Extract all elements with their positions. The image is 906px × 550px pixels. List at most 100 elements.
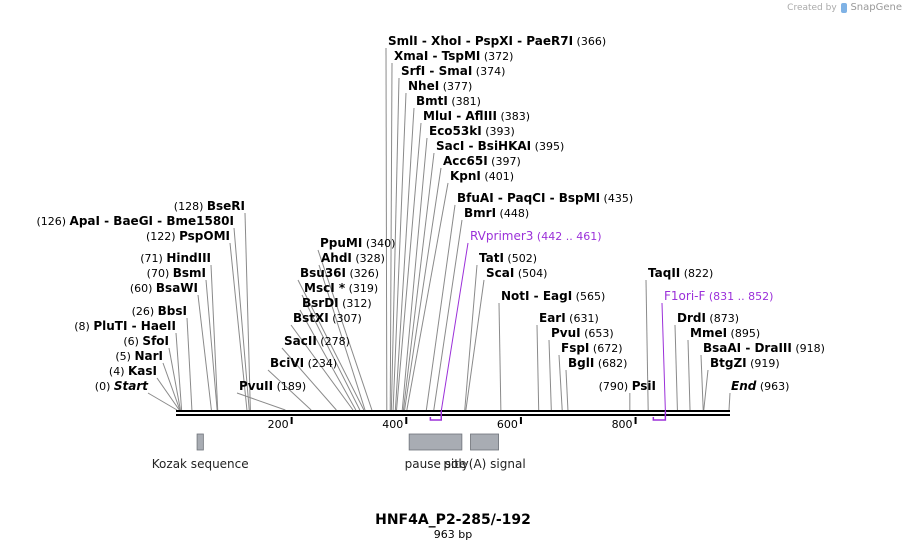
site-position: (504) <box>514 267 547 280</box>
axis-tick-label-600: 600 <box>497 418 518 431</box>
site-position: (435) <box>600 192 633 205</box>
site-name: XmaI - TspMI <box>394 49 480 63</box>
site-position: (383) <box>497 110 530 123</box>
feature-box-kozak-sequence[interactable] <box>196 433 204 451</box>
site-position: (393) <box>482 125 515 138</box>
site-position: (340) <box>362 237 395 250</box>
site-label-pvuii[interactable]: PvuII (189) <box>239 379 306 393</box>
site-label-bsaai-draiii[interactable]: BsaAI - DraIII (918) <box>703 341 825 355</box>
site-connector-end <box>728 392 731 411</box>
site-label-bseri[interactable]: (128) BseRI <box>174 199 245 213</box>
site-label-end[interactable]: End (963) <box>731 379 789 393</box>
site-name: NheI <box>408 79 439 93</box>
site-label-bbsi[interactable]: (26) BbsI <box>132 304 187 318</box>
site-label-acc65i[interactable]: Acc65I (397) <box>443 154 521 168</box>
site-position: (326) <box>346 267 379 280</box>
site-label-scai[interactable]: ScaI (504) <box>486 266 547 280</box>
site-name: BsaAI - DraIII <box>703 341 792 355</box>
axis-tick-label-800: 800 <box>612 418 633 431</box>
site-label-ahdi[interactable]: AhdI (328) <box>321 251 385 265</box>
axis-tick-label-200: 200 <box>268 418 289 431</box>
site-name: BsrDI <box>302 296 339 310</box>
primer-connector-rvprimer3 <box>440 242 469 412</box>
site-label-bfuai-paqci-bspmi[interactable]: BfuAI - PaqCI - BspMI (435) <box>457 191 633 205</box>
site-label-noti-eagi[interactable]: NotI - EagI (565) <box>501 289 605 303</box>
site-position: (502) <box>504 252 537 265</box>
site-label-saci-bsihkai[interactable]: SacI - BsiHKAI (395) <box>436 139 564 153</box>
primer-mark-rvprimer3[interactable] <box>429 411 442 421</box>
site-label-sfoi[interactable]: (6) SfoI <box>123 334 169 348</box>
site-position: (307) <box>329 312 362 325</box>
site-connector-bmti <box>394 107 415 411</box>
site-label-tati[interactable]: TatI (502) <box>479 251 537 265</box>
site-connector-bbsi <box>186 317 193 411</box>
site-position: (873) <box>706 312 739 325</box>
site-position: (122) <box>146 230 179 243</box>
site-label-apai-baegi-bme1580i[interactable]: (126) ApaI - BaeGI - Bme1580I <box>36 214 234 228</box>
primers: RVprimer3 (442 .. 461) F1ori-F (831 .. 85… <box>429 229 773 421</box>
site-connector-sacii <box>281 347 337 411</box>
site-connector-nhei <box>392 92 407 411</box>
site-label-bcivi[interactable]: BciVI (234) <box>270 356 337 370</box>
site-label-kpni[interactable]: KpnI (401) <box>450 169 514 183</box>
site-label-bstxi[interactable]: BstXI (307) <box>293 311 362 325</box>
site-label-bsawi[interactable]: (60) BsaWI <box>130 281 198 295</box>
site-label-bsmi[interactable]: (70) BsmI <box>147 266 206 280</box>
site-position: (397) <box>488 155 521 168</box>
primer-mark-f1ori-f[interactable] <box>652 411 667 421</box>
site-position: (366) <box>573 35 606 48</box>
site-label-bmti[interactable]: BmtI (381) <box>416 94 481 108</box>
site-label-xmai-tspmi[interactable]: XmaI - TspMI (372) <box>394 49 513 63</box>
site-name: BmtI <box>416 94 448 108</box>
site-label-eco53ki[interactable]: Eco53kI (393) <box>429 124 515 138</box>
site-name: BseRI <box>207 199 245 213</box>
site-label-pluti-haeii[interactable]: (8) PluTI - HaeII <box>74 319 176 333</box>
site-connector-bsu36i <box>297 279 365 411</box>
site-label-hindiii[interactable]: (71) HindIII <box>140 251 211 265</box>
feature-box-pause-site[interactable] <box>408 433 463 451</box>
site-label-psii[interactable]: (790) PsiI <box>599 379 656 393</box>
site-position: (631) <box>566 312 599 325</box>
site-name: ApaI - BaeGI - Bme1580I <box>70 214 234 228</box>
site-label-btgzi[interactable]: BtgZI (919) <box>710 356 780 370</box>
site-label-srfi-smai[interactable]: SrfI - SmaI (374) <box>401 64 505 78</box>
site-connector-bsrdi <box>299 309 357 411</box>
site-label-mmei[interactable]: MmeI (895) <box>690 326 760 340</box>
site-label-bmri[interactable]: BmrI (448) <box>464 206 529 220</box>
site-label-mlui-afliii[interactable]: MluI - AflIII (383) <box>423 109 530 123</box>
site-connector-msci <box>301 294 361 411</box>
site-position: (278) <box>317 335 350 348</box>
primer-label-f1ori-f[interactable]: F1ori-F (831 .. 852) <box>664 289 773 303</box>
feature-box-poly-a-signal[interactable] <box>470 433 499 451</box>
site-connector-bfuai-paqci-bspmi <box>425 204 456 411</box>
primer-label-rvprimer3[interactable]: RVprimer3 (442 .. 461) <box>470 229 601 243</box>
site-label-bsu36i[interactable]: Bsu36I (326) <box>300 266 379 280</box>
site-name: BsmI <box>173 266 206 280</box>
site-label-bgli[interactable]: BglI (682) <box>568 356 627 370</box>
site-label-ppumi[interactable]: PpuMI (340) <box>320 236 395 250</box>
connector-lines <box>147 47 731 411</box>
site-label-start[interactable]: (0) Start <box>95 379 149 393</box>
site-label-pspomi[interactable]: (122) PspOMI <box>146 229 230 243</box>
site-label-smli-xhoi-pspxi-paer7i[interactable]: SmlI - XhoI - PspXI - PaeR7I (366) <box>388 34 606 48</box>
site-connector-start <box>147 392 178 411</box>
site-label-pvui[interactable]: PvuI (653) <box>551 326 614 340</box>
site-label-drdi[interactable]: DrdI (873) <box>677 311 739 325</box>
site-connector-eco53ki <box>401 137 428 411</box>
site-connector-kasi <box>156 377 180 411</box>
site-position: (374) <box>472 65 505 78</box>
site-name: HindIII <box>166 251 211 265</box>
site-name: PluTI - HaeII <box>93 319 176 333</box>
site-label-bsrdi[interactable]: BsrDI (312) <box>302 296 372 310</box>
site-label-taqii[interactable]: TaqII (822) <box>648 266 713 280</box>
site-connector-btgzi <box>703 369 709 411</box>
site-label-nari[interactable]: (5) NarI <box>115 349 163 363</box>
site-name: Eco53kI <box>429 124 482 138</box>
site-label-kasi[interactable]: (4) KasI <box>109 364 157 378</box>
site-label-nhei[interactable]: NheI (377) <box>408 79 472 93</box>
site-label-fspi[interactable]: FspI (672) <box>561 341 622 355</box>
site-label-eari[interactable]: EarI (631) <box>539 311 599 325</box>
site-label-sacii[interactable]: SacII (278) <box>284 334 350 348</box>
site-label-msci[interactable]: MscI * (319) <box>304 281 378 295</box>
